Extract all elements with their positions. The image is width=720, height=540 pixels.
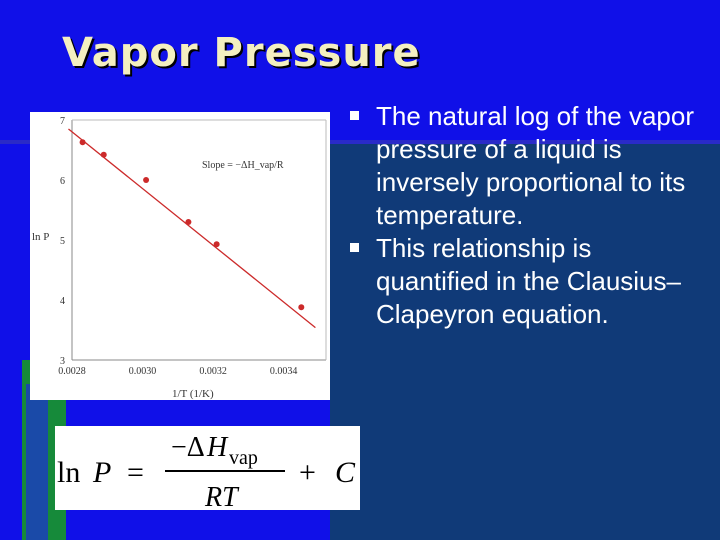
bullet-item: This relationship is quantified in the C… (350, 232, 710, 331)
slide-title: Vapor Pressure (62, 30, 421, 76)
x-tick-label: 0.0030 (129, 366, 157, 377)
equation-numerator-sub: vap (229, 447, 258, 469)
x-tick-label: 0.0032 (199, 366, 227, 377)
decor-bar-teal (26, 384, 48, 540)
data-point (79, 139, 86, 146)
slope-annotation: Slope = −ΔH_vap/R (202, 160, 284, 171)
data-point (100, 151, 107, 158)
data-point (213, 241, 220, 248)
equation-ln: ln (57, 456, 80, 489)
equation-equals: = (127, 456, 144, 489)
clausius-clapeyron-equation: ln P = −Δ H vap RT + C (55, 426, 360, 513)
y-tick-label: 5 (60, 236, 65, 247)
chart-canvas: ln P 1/T (1/K) Slope = −ΔH_vap/R 3 4 5 6 7 0.… (32, 116, 327, 400)
y-tick-label: 7 (60, 116, 65, 127)
equation-numerator-h: H (206, 432, 229, 463)
y-tick-label: 3 (60, 356, 65, 367)
bullet-item: The natural log of the vapor pressure of… (350, 100, 710, 232)
x-axis-label: 1/T (1/K) (172, 388, 214, 400)
data-point (185, 219, 192, 225)
y-tick-label: 4 (60, 296, 65, 307)
square-bullet-icon (350, 111, 359, 120)
equation-p: P (92, 456, 111, 489)
equation-denominator: RT (204, 482, 240, 510)
x-tick-label: 0.0034 (270, 366, 298, 377)
decor-bar-right-band (330, 144, 720, 540)
equation-constant: C (335, 456, 356, 489)
y-axis-label: ln P (32, 231, 49, 243)
equation-numerator-sign: −Δ (171, 432, 205, 463)
equation-plus: + (299, 456, 316, 489)
bullet-text: The natural log of the vapor pressure of… (376, 101, 694, 230)
data-point (298, 304, 305, 311)
bullet-text: This relationship is quantified in the C… (376, 233, 681, 329)
y-tick-label: 6 (60, 176, 65, 187)
decor-bar-band (0, 140, 720, 144)
fit-line (68, 128, 316, 329)
data-point (143, 177, 150, 183)
bullet-list: The natural log of the vapor pressure of… (350, 100, 710, 331)
square-bullet-icon (350, 243, 359, 252)
x-tick-label: 0.0028 (58, 366, 86, 377)
vapor-pressure-chart: ln P 1/T (1/K) Slope = −ΔH_vap/R 3 4 5 6 7 0.… (30, 112, 330, 400)
